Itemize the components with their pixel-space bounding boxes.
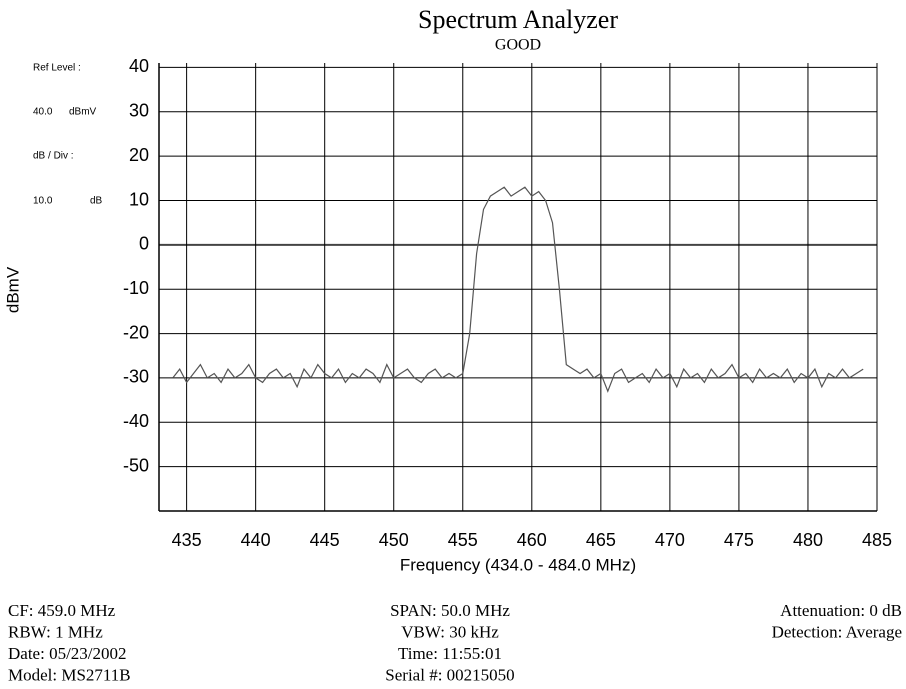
side-label: dB / Div : (33, 151, 74, 162)
y-axis-label: dBmV (3, 266, 22, 313)
x-axis-label: Frequency (434.0 - 484.0 MHz) (400, 555, 636, 574)
x-tick-label: 465 (586, 530, 616, 550)
y-tick-label: 30 (129, 101, 149, 121)
y-tick-label: -40 (123, 411, 149, 431)
x-tick-label: 440 (241, 530, 271, 550)
side-label: 40.0 (33, 107, 53, 118)
x-tick-label: 445 (310, 530, 340, 550)
chart-subtitle: GOOD (495, 37, 541, 54)
chart-title: Spectrum Analyzer (418, 5, 618, 34)
x-tick-label: 475 (724, 530, 754, 550)
x-tick-label: 460 (517, 530, 547, 550)
footer-text: Attenuation: 0 dB (780, 601, 902, 620)
footer-text: Date: 05/23/2002 (8, 644, 127, 663)
y-tick-label: -30 (123, 367, 149, 387)
side-label: dBmV (69, 107, 97, 118)
footer-text: SPAN: 50.0 MHz (390, 601, 510, 620)
footer-text: RBW: 1 MHz (8, 622, 103, 641)
x-tick-label: 470 (655, 530, 685, 550)
y-tick-label: -20 (123, 322, 149, 342)
side-label: 10.0 (33, 196, 53, 207)
footer-text: Detection: Average (772, 622, 902, 641)
side-label: Ref Level : (33, 63, 81, 74)
footer-text: Model: MS2711B (8, 665, 131, 684)
x-tick-label: 480 (793, 530, 823, 550)
footer-text: CF: 459.0 MHz (8, 601, 116, 620)
footer-text: Serial #: 00215050 (385, 665, 514, 684)
x-tick-label: 450 (379, 530, 409, 550)
y-tick-label: 40 (129, 56, 149, 76)
y-tick-label: 0 (139, 234, 149, 254)
y-tick-label: 10 (129, 189, 149, 209)
footer-text: VBW: 30 kHz (401, 622, 499, 641)
x-tick-label: 485 (862, 530, 892, 550)
y-tick-label: 20 (129, 145, 149, 165)
y-tick-label: -50 (123, 455, 149, 475)
x-tick-label: 455 (448, 530, 478, 550)
trace (172, 186, 864, 393)
side-label: dB (90, 196, 103, 207)
y-tick-label: -10 (123, 278, 149, 298)
footer-text: Time: 11:55:01 (398, 644, 502, 663)
x-tick-label: 435 (172, 530, 202, 550)
